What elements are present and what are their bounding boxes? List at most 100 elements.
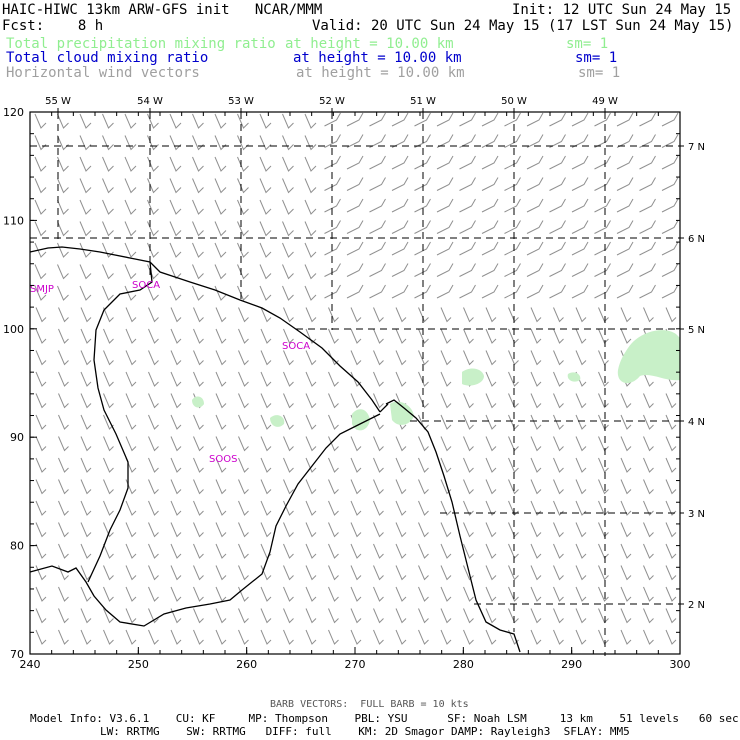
wind-barb bbox=[661, 198, 679, 213]
wind-barb bbox=[598, 350, 609, 366]
wind-barb bbox=[260, 328, 272, 344]
wind-barb bbox=[58, 522, 69, 538]
wind-barb bbox=[215, 479, 227, 495]
field-cloud-sm: sm= 1 bbox=[575, 50, 618, 66]
wind-barb bbox=[418, 414, 429, 430]
wind-barb bbox=[35, 328, 47, 344]
wind-barb bbox=[639, 241, 656, 256]
wind-barb bbox=[369, 263, 386, 277]
wind-barb bbox=[34, 285, 47, 301]
wind-barb bbox=[530, 414, 542, 430]
wind-barb bbox=[170, 414, 182, 430]
wind-barb bbox=[260, 307, 272, 323]
wind-barb bbox=[391, 198, 409, 213]
wind-barb bbox=[238, 371, 249, 387]
wind-barb bbox=[58, 543, 69, 559]
wind-barb bbox=[575, 350, 587, 366]
wind-barb bbox=[58, 350, 69, 366]
wind-barb-field bbox=[34, 112, 679, 645]
wind-barb bbox=[260, 479, 272, 495]
wind-barb bbox=[594, 177, 611, 191]
wind-barb bbox=[192, 178, 204, 194]
wind-barb bbox=[328, 307, 339, 323]
wind-barb bbox=[571, 198, 589, 213]
wind-barb bbox=[504, 134, 521, 148]
wind-barb bbox=[463, 328, 474, 344]
wind-barb bbox=[530, 371, 542, 387]
wind-barb bbox=[549, 263, 566, 277]
wind-barb bbox=[215, 414, 227, 430]
wind-barb bbox=[283, 629, 294, 645]
precip-mixing-ratio-shading bbox=[192, 330, 680, 431]
wind-barb bbox=[575, 565, 587, 581]
wind-barb bbox=[260, 586, 272, 602]
wind-barb bbox=[58, 457, 69, 473]
wind-barb bbox=[530, 436, 542, 452]
wind-barb bbox=[304, 242, 317, 258]
wind-barb bbox=[324, 155, 341, 170]
wind-barb bbox=[328, 350, 339, 366]
wind-barb bbox=[79, 221, 92, 237]
wind-barb bbox=[481, 241, 499, 256]
wind-barb bbox=[463, 414, 474, 430]
wind-barb bbox=[481, 177, 499, 191]
lat-label: 5 N bbox=[688, 325, 705, 336]
wind-barb bbox=[346, 134, 364, 148]
wind-barb bbox=[80, 500, 92, 516]
map-frame bbox=[29, 111, 681, 655]
wind-barb bbox=[549, 134, 566, 148]
wind-barb bbox=[436, 220, 454, 234]
wind-barb bbox=[485, 328, 497, 344]
wind-barb bbox=[598, 414, 609, 430]
wind-barb bbox=[526, 284, 544, 299]
wind-barb bbox=[125, 371, 137, 387]
wind-barb bbox=[170, 436, 182, 452]
wind-barb bbox=[346, 263, 364, 277]
wind-barb bbox=[620, 586, 632, 602]
wind-barb bbox=[418, 586, 429, 602]
wind-barb bbox=[553, 479, 564, 495]
wind-barb bbox=[481, 198, 499, 213]
wind-barb bbox=[616, 241, 634, 256]
wind-barb bbox=[530, 307, 542, 323]
wind-barb bbox=[80, 371, 92, 387]
wind-barb bbox=[575, 543, 587, 559]
wind-barb bbox=[215, 608, 227, 624]
wind-barb bbox=[575, 500, 587, 516]
wind-barb bbox=[193, 479, 204, 495]
wind-barb bbox=[459, 198, 476, 213]
wind-barb bbox=[148, 500, 159, 516]
coastline bbox=[29, 246, 381, 413]
wind-barb bbox=[594, 220, 611, 234]
wind-barb bbox=[418, 565, 429, 581]
wind-barb bbox=[35, 586, 47, 602]
wind-barb bbox=[79, 135, 92, 151]
wind-barb bbox=[148, 393, 159, 409]
wind-barb bbox=[283, 414, 294, 430]
wind-barb bbox=[373, 457, 384, 473]
wind-barb bbox=[350, 307, 362, 323]
wind-barb bbox=[553, 586, 564, 602]
wind-barb bbox=[328, 457, 339, 473]
wind-barb bbox=[369, 112, 386, 127]
wind-barb bbox=[373, 328, 384, 344]
wind-barb bbox=[125, 629, 137, 645]
wind-barb bbox=[418, 543, 429, 559]
wind-barb bbox=[214, 178, 227, 194]
wind-barb bbox=[35, 393, 47, 409]
wind-barb bbox=[328, 479, 339, 495]
wind-barb bbox=[661, 263, 679, 277]
wind-barb bbox=[418, 629, 429, 645]
wind-barb bbox=[328, 629, 339, 645]
wind-barb bbox=[34, 199, 47, 215]
wind-barb bbox=[373, 350, 384, 366]
wind-barb bbox=[620, 457, 632, 473]
wind-barb bbox=[324, 241, 341, 256]
header-valid-time: Valid: 20 UTC Sun 24 May 15 (17 LST Sun … bbox=[312, 18, 734, 34]
wind-barb bbox=[661, 155, 679, 170]
wind-barb bbox=[282, 178, 294, 194]
wind-barb bbox=[575, 479, 587, 495]
wind-barb bbox=[665, 629, 677, 645]
wind-barb bbox=[170, 479, 182, 495]
wind-barb bbox=[147, 199, 159, 215]
